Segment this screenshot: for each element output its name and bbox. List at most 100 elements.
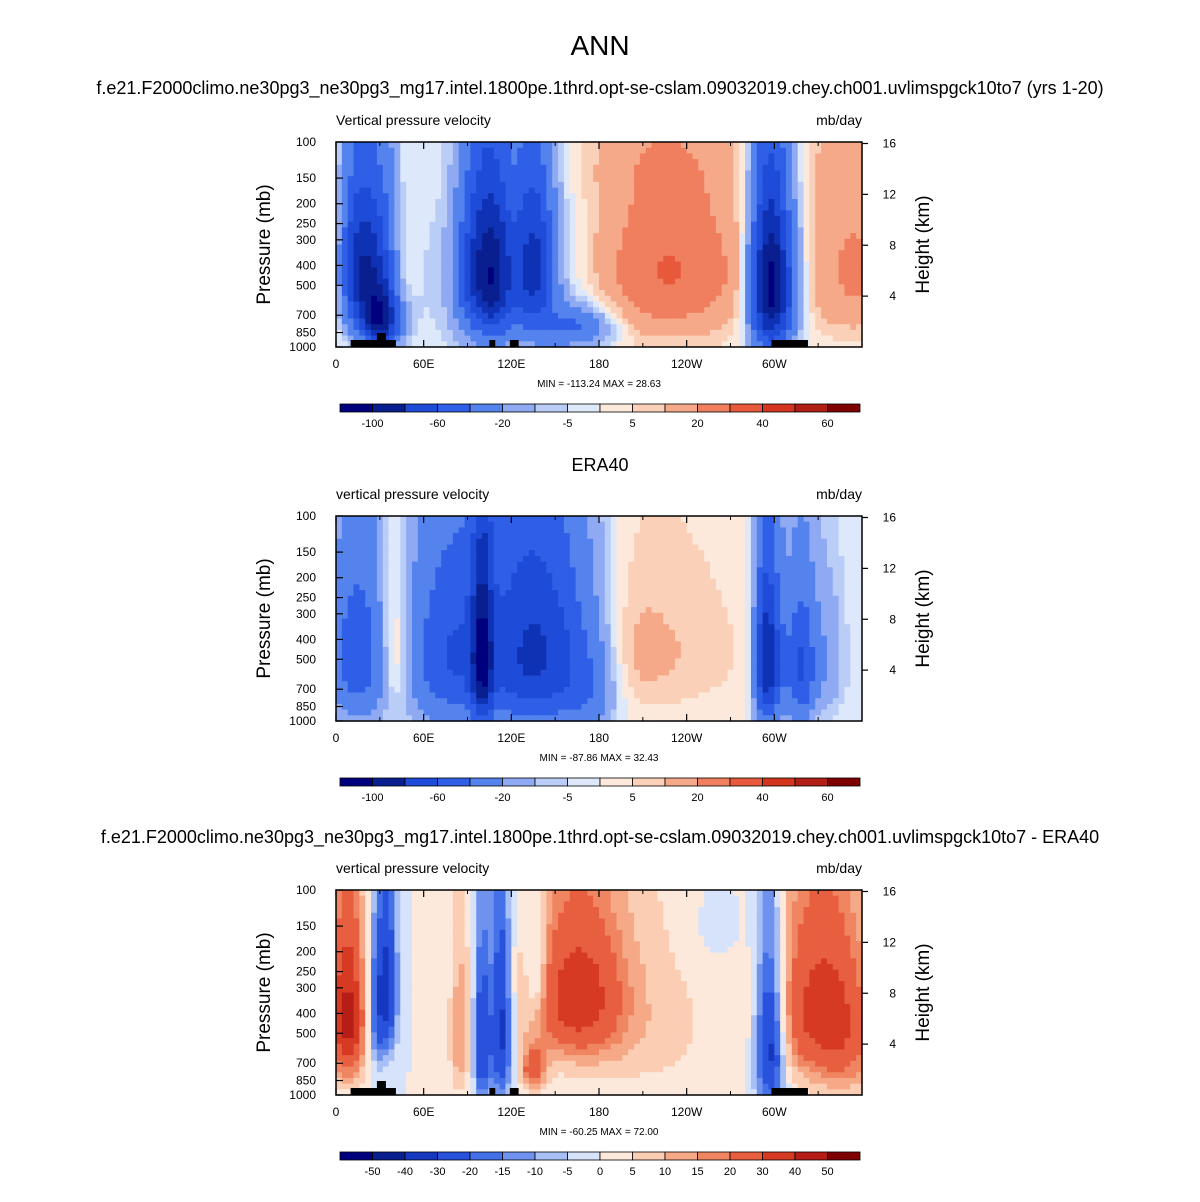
field-cell — [593, 687, 599, 693]
field-cell — [476, 165, 482, 171]
field-cell — [465, 636, 471, 642]
field-cell — [441, 262, 447, 268]
field-cell — [576, 664, 582, 670]
field-cell — [389, 544, 395, 550]
field-cell — [698, 165, 704, 171]
field-cell — [406, 539, 412, 545]
field-cell — [786, 182, 792, 188]
field-cell — [587, 222, 593, 228]
field-cell — [652, 262, 658, 268]
field-cell — [722, 176, 728, 182]
field-cell — [728, 165, 734, 171]
field-cell — [558, 313, 564, 319]
field-cell — [663, 170, 669, 176]
field-cell — [359, 284, 365, 290]
field-cell — [470, 313, 476, 319]
field-cell — [768, 170, 774, 176]
field-cell — [470, 307, 476, 313]
field-cell — [517, 199, 523, 205]
field-cell — [535, 710, 541, 716]
field-cell — [535, 613, 541, 619]
field-cell — [371, 267, 377, 273]
field-cell — [517, 284, 523, 290]
field-cell — [587, 176, 593, 182]
field-cell — [839, 227, 845, 233]
field-cell — [459, 336, 465, 342]
field-cell — [646, 267, 652, 273]
field-cell — [757, 239, 763, 245]
field-cell — [406, 624, 412, 630]
field-cell — [698, 262, 704, 268]
field-cell — [412, 584, 418, 590]
field-cell — [581, 182, 587, 188]
field-cell — [430, 693, 436, 699]
field-cell — [511, 533, 517, 539]
field-cell — [792, 330, 798, 336]
field-cell — [739, 301, 745, 307]
field-cell — [587, 710, 593, 716]
field-cell — [751, 227, 757, 233]
field-cell — [500, 188, 506, 194]
field-cell — [470, 165, 476, 171]
field-cell — [383, 675, 389, 681]
field-cell — [435, 539, 441, 545]
field-cell — [792, 193, 798, 199]
field-cell — [768, 273, 774, 279]
colorbar-segment — [698, 404, 731, 412]
field-cell — [634, 336, 640, 342]
field-cell — [663, 330, 669, 336]
field-cell — [482, 596, 488, 602]
y-tick-label: 1000 — [289, 340, 316, 354]
field-cell — [470, 704, 476, 710]
field-cell — [476, 256, 482, 262]
field-cell — [500, 641, 506, 647]
field-cell — [447, 584, 453, 590]
field-cell — [529, 527, 535, 533]
field-cell — [821, 250, 827, 256]
field-cell — [505, 619, 511, 625]
field-cell — [529, 279, 535, 285]
field-cell — [780, 250, 786, 256]
field-cell — [827, 159, 833, 165]
field-cell — [739, 216, 745, 222]
field-cell — [511, 193, 517, 199]
field-cell — [389, 704, 395, 710]
field-cell — [394, 239, 400, 245]
field-cell — [675, 313, 681, 319]
field-cell — [570, 233, 576, 239]
field-cell — [470, 250, 476, 256]
field-cell — [815, 313, 821, 319]
field-cell — [511, 284, 517, 290]
field-cell — [798, 330, 804, 336]
field-cell — [581, 330, 587, 336]
field-cell — [494, 262, 500, 268]
field-cell — [342, 579, 348, 585]
field-cell — [394, 624, 400, 630]
field-cell — [377, 148, 383, 154]
field-cell — [459, 193, 465, 199]
field-cell — [389, 579, 395, 585]
field-cell — [675, 148, 681, 154]
field-cell — [348, 153, 354, 159]
field-cell — [622, 148, 628, 154]
field-cell — [652, 250, 658, 256]
field-cell — [792, 205, 798, 211]
field-cell — [780, 170, 786, 176]
field-cell — [844, 153, 850, 159]
field-cell — [476, 279, 482, 285]
field-cell — [576, 222, 582, 228]
field-cell — [652, 199, 658, 205]
field-cell — [628, 296, 634, 302]
field-cell — [447, 222, 453, 228]
field-cell — [733, 267, 739, 273]
field-cell — [517, 193, 523, 199]
field-cell — [476, 579, 482, 585]
field-cell — [400, 273, 406, 279]
field-cell — [406, 313, 412, 319]
field-cell — [418, 619, 424, 625]
field-cell — [640, 330, 646, 336]
field-cell — [675, 222, 681, 228]
field-cell — [488, 613, 494, 619]
field-cell — [716, 153, 722, 159]
field-cell — [354, 245, 360, 251]
